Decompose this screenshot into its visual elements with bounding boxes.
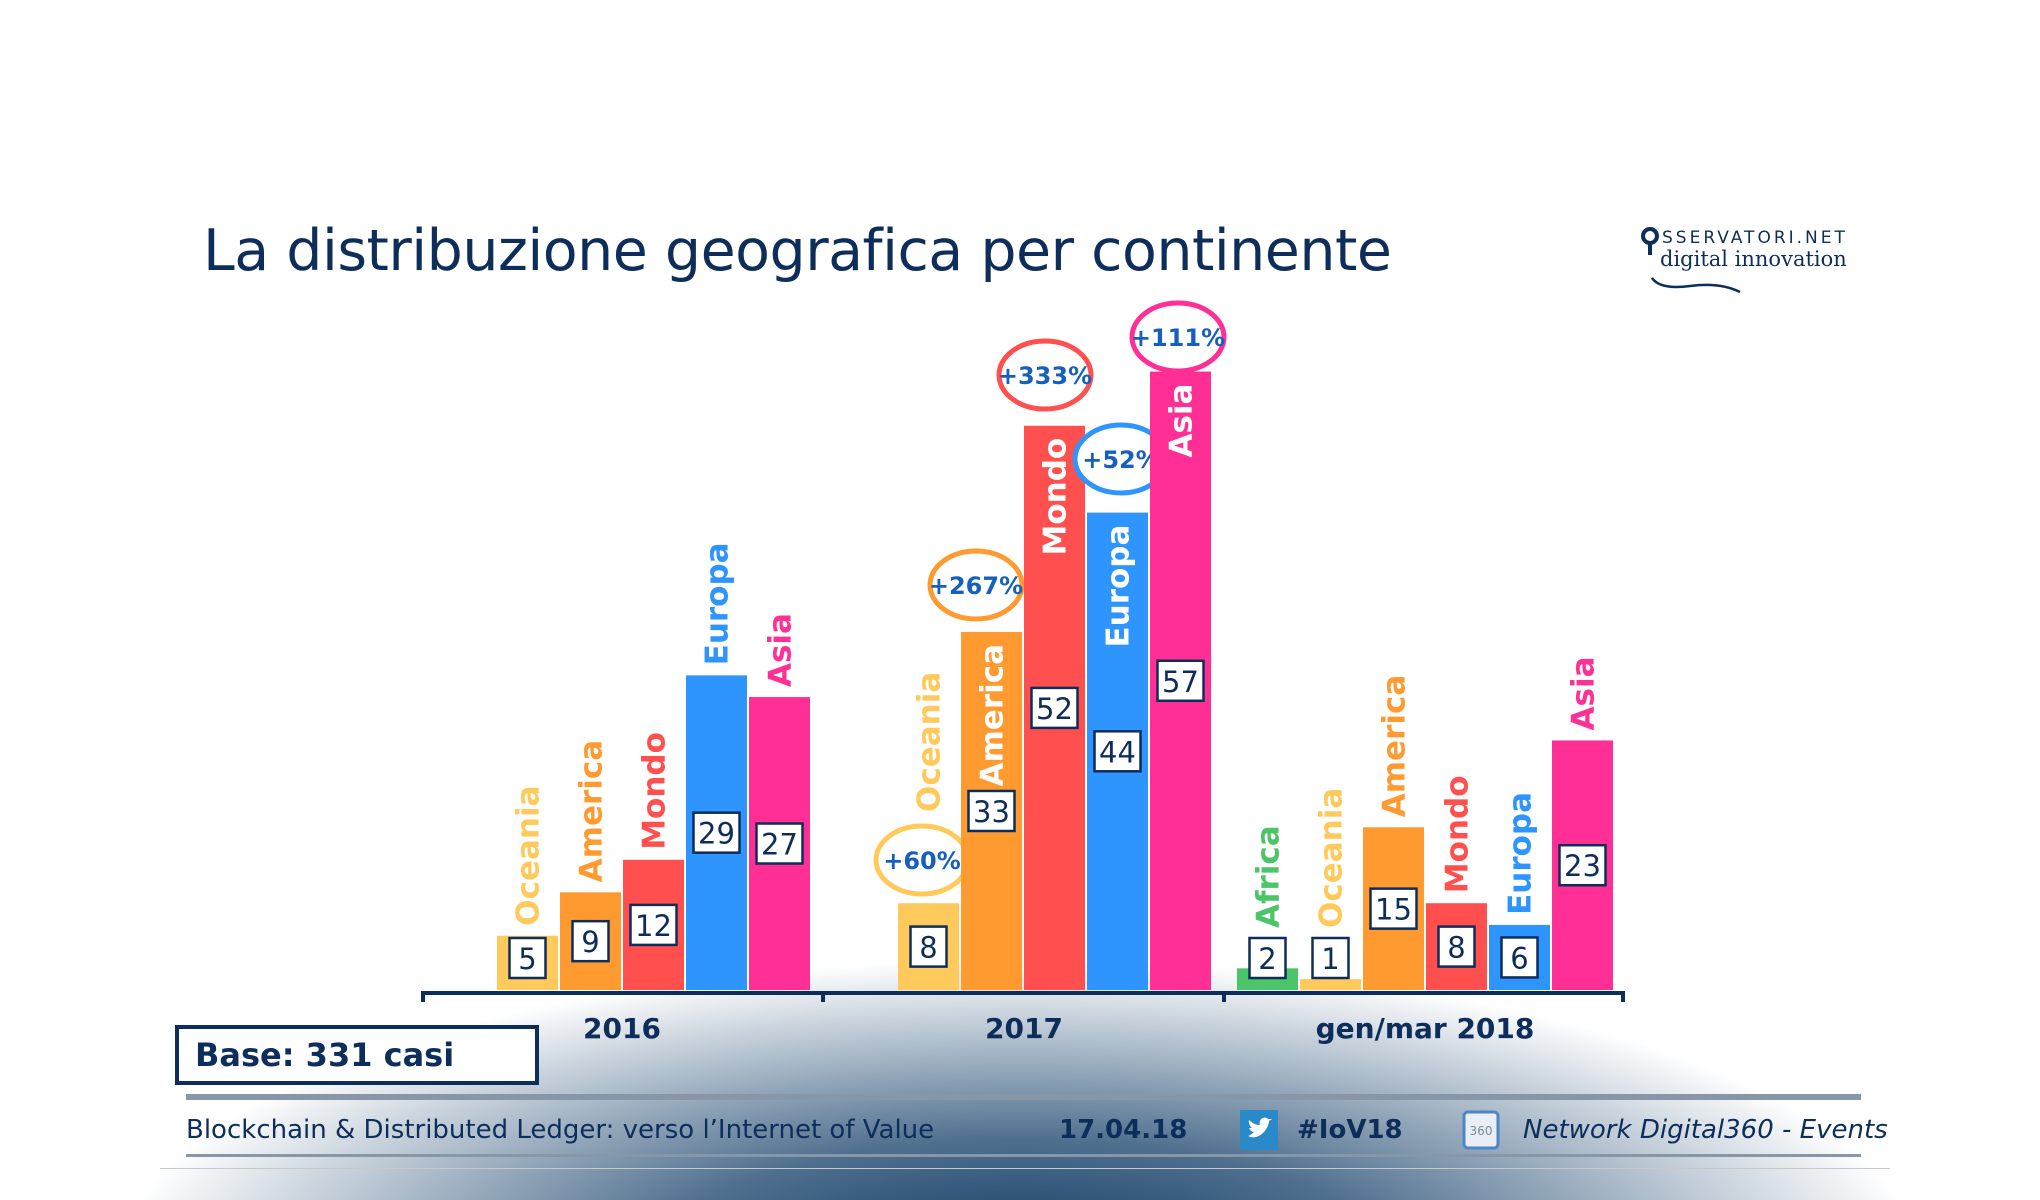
x-tick-label: 2016: [583, 1012, 661, 1045]
logo-line2: digital innovation: [1660, 247, 1847, 271]
bar-category-label: America: [1377, 675, 1413, 818]
data-label: 23: [1564, 849, 1601, 883]
bar-category-label: Oceania: [511, 785, 547, 925]
bar-category-label: America: [975, 644, 1011, 787]
bar-category-label: Europa: [1503, 792, 1539, 915]
value-box: [1248, 936, 1287, 980]
growth-bubble: [927, 548, 1025, 622]
event-title: Blockchain & Distributed Ledger: verso l…: [186, 1115, 935, 1145]
value-box: [967, 789, 1016, 833]
data-label: 9: [581, 925, 599, 959]
data-label: 52: [1036, 692, 1073, 726]
logo-line1: SSERVATORI.NET: [1662, 228, 1848, 248]
value-box: [692, 811, 741, 854]
value-box: [755, 822, 804, 865]
data-label: 8: [919, 931, 937, 965]
data-label: 6: [1510, 941, 1528, 975]
x-axis: 2016 2017 gen/mar 2018: [421, 991, 1625, 1045]
value-box: [1558, 843, 1607, 887]
data-label: 15: [1375, 893, 1412, 927]
data-label: 1: [1321, 942, 1339, 976]
growth-label: +333%: [998, 362, 1092, 390]
growth-label: +267%: [929, 572, 1023, 600]
page-title: La distribuzione geografica per continen…: [203, 218, 1392, 284]
bar-category-label: Asia: [1164, 384, 1200, 458]
value-box: [1369, 887, 1418, 930]
data-label: 8: [1447, 931, 1465, 965]
value-box: [909, 925, 948, 968]
bar-category-label: Mondo: [637, 732, 673, 850]
value-box: [508, 936, 547, 980]
bar-category-label: Europa: [700, 542, 736, 665]
growth-label: +52%: [1082, 446, 1160, 474]
value-box: [1311, 936, 1350, 980]
twitter-icon[interactable]: [1240, 1110, 1278, 1150]
value-box: [1093, 730, 1142, 773]
x-tick-label: 2017: [985, 1012, 1063, 1045]
data-label: 33: [973, 795, 1010, 829]
bar-category-label: Africa: [1251, 825, 1287, 928]
value-box: [571, 919, 610, 963]
bar-category-label: Europa: [1101, 525, 1137, 648]
event-date: 17.04.18: [1059, 1115, 1188, 1145]
growth-bubble: [996, 338, 1094, 412]
data-label: 12: [635, 909, 672, 943]
data-label: 44: [1099, 735, 1136, 769]
growth-label: +111%: [1131, 324, 1225, 352]
hashtag[interactable]: #IoV18: [1297, 1115, 1403, 1145]
value-box: [1500, 936, 1539, 979]
bar-category-label: Asia: [763, 613, 799, 687]
data-label: 29: [698, 817, 735, 851]
data-label: 57: [1162, 665, 1199, 699]
bar-category-label: Mondo: [1038, 438, 1074, 556]
value-box: [1030, 686, 1079, 730]
growth-bubble: [1129, 300, 1227, 374]
bar-category-label: Oceania: [912, 672, 948, 812]
base-note: Base: 331 casi: [175, 1025, 539, 1085]
footer-rule-bottom: [186, 1154, 1861, 1157]
network-label[interactable]: Network Digital360 - Events: [1523, 1115, 1888, 1145]
bar-category-label: America: [574, 740, 610, 883]
data-label: 27: [761, 828, 798, 862]
x-tick-label: gen/mar 2018: [1316, 1012, 1535, 1045]
growth-label: +60%: [883, 847, 961, 875]
value-box: [1156, 659, 1205, 703]
divider: [160, 1168, 1890, 1169]
data-label: 5: [518, 942, 536, 976]
bar-category-label: Asia: [1566, 656, 1602, 730]
osservatori-logo: SSERVATORI.NET digital innovation: [1641, 227, 1848, 294]
bar-oceania: [1300, 979, 1361, 990]
digital360-icon: 360: [1462, 1110, 1500, 1150]
bar-category-label: Mondo: [1440, 775, 1476, 893]
footer-rule-top: [186, 1094, 1861, 1100]
bar-category-label: Oceania: [1314, 788, 1350, 928]
value-box: [1437, 925, 1476, 968]
value-box: [629, 903, 678, 947]
svg-text:360: 360: [1470, 1124, 1493, 1138]
data-label: 2: [1258, 942, 1276, 976]
